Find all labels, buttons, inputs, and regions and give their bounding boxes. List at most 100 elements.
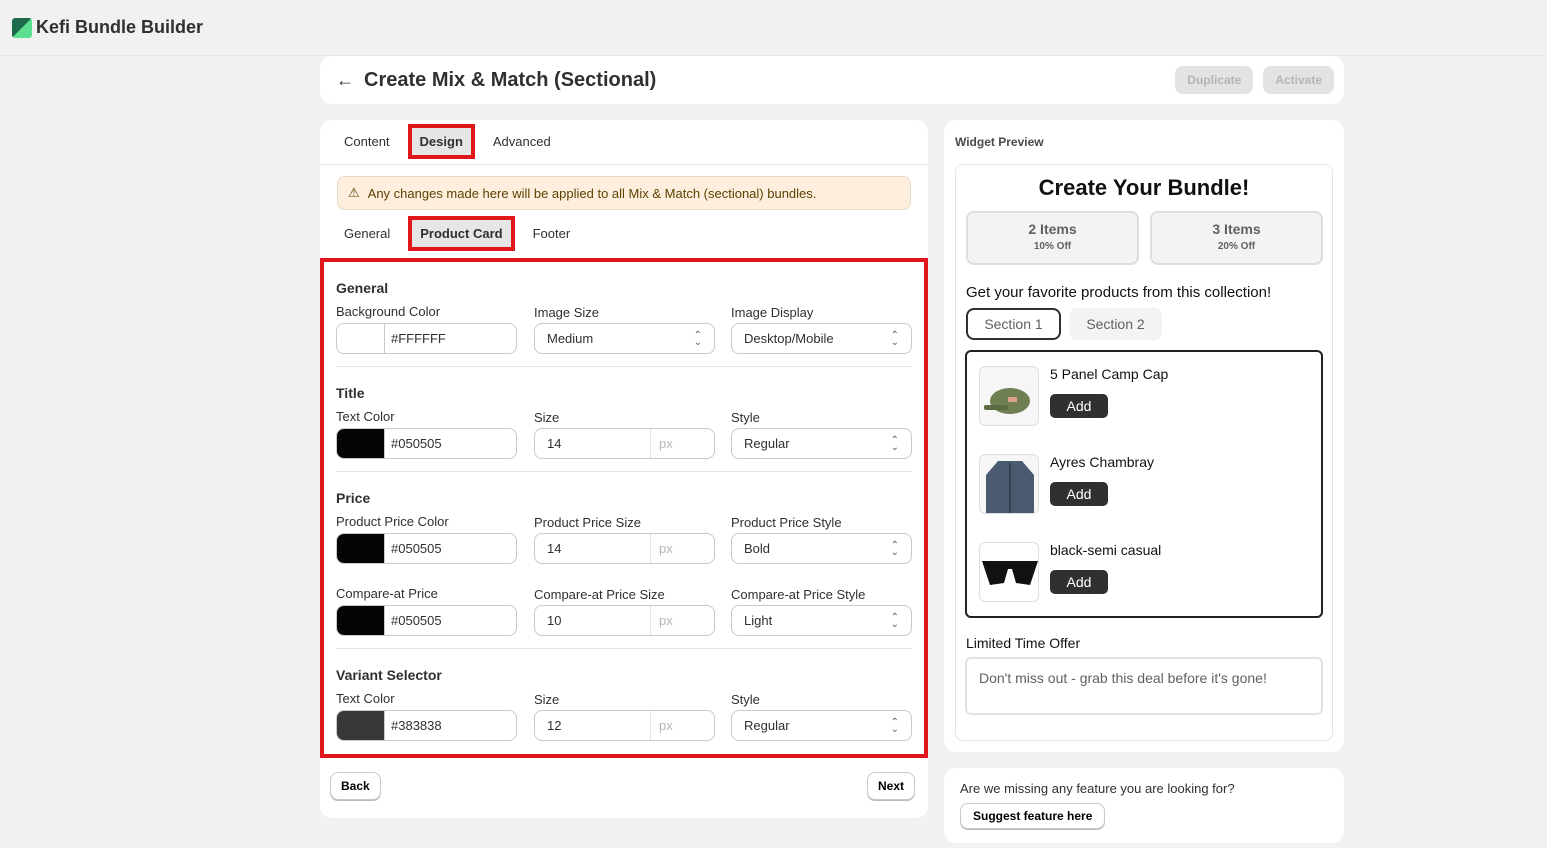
product-item: 5 Panel Camp Cap Add: [979, 366, 1309, 426]
back-button[interactable]: Back: [330, 772, 381, 800]
next-button[interactable]: Next: [867, 772, 916, 800]
product-name: 5 Panel Camp Cap: [1050, 366, 1169, 382]
section-tab-2[interactable]: Section 2: [1069, 308, 1162, 340]
select-chevron-icon: ⌃ ⌄: [890, 329, 899, 348]
color-swatch[interactable]: [337, 606, 385, 635]
title-heading: Title: [336, 385, 365, 401]
app-title: Kefi Bundle Builder: [36, 17, 204, 37]
bg-color-label: Background Color: [336, 304, 441, 319]
suggest-feature-button[interactable]: Suggest feature here: [960, 803, 1106, 829]
activate-button[interactable]: Activate: [1263, 66, 1334, 94]
price-heading: Price: [336, 490, 371, 506]
variant-heading: Variant Selector: [336, 667, 442, 683]
image-display-select[interactable]: Desktop/Mobile ⌃ ⌄: [731, 323, 912, 354]
tab-content[interactable]: Content: [344, 134, 390, 149]
product-item: Ayres Chambray Add: [979, 454, 1309, 514]
price-size-label: Product Price Size: [534, 515, 641, 530]
price-style-label: Product Price Style: [731, 515, 842, 530]
color-swatch[interactable]: [337, 324, 385, 353]
page-title: Create Mix & Match (Sectional): [364, 68, 657, 91]
unit-suffix: px: [650, 711, 714, 740]
compare-color-label: Compare-at Price: [336, 586, 438, 601]
product-card-settings: General Background Color Image Size Imag…: [320, 258, 928, 758]
tier-option[interactable]: 3 Items 20% Off: [1150, 211, 1323, 265]
tier-discount: 20% Off: [1217, 241, 1256, 252]
color-swatch[interactable]: [337, 711, 385, 740]
title-color-input[interactable]: #050505: [336, 428, 517, 459]
size-value: 14: [547, 541, 562, 556]
back-arrow-icon[interactable]: ←: [336, 69, 354, 90]
compare-style-select[interactable]: Light ⌃ ⌄: [731, 605, 912, 636]
compare-size-input[interactable]: 10 px: [534, 605, 715, 636]
select-chevron-icon: ⌃ ⌄: [890, 434, 899, 453]
select-chevron-icon: ⌃ ⌄: [693, 329, 702, 348]
price-color-input[interactable]: #050505: [336, 533, 517, 564]
section-tab-1[interactable]: Section 1: [966, 308, 1061, 340]
feedback-card: Are we missing any feature you are looki…: [944, 768, 1344, 843]
size-value: 12: [547, 718, 562, 733]
tier-items: 2 Items: [1028, 221, 1077, 237]
duplicate-button[interactable]: Duplicate: [1175, 66, 1254, 94]
variant-style-select[interactable]: Regular ⌃ ⌄: [731, 710, 912, 741]
divider: [336, 366, 912, 367]
tab-advanced[interactable]: Advanced: [492, 134, 551, 149]
tab-design[interactable]: Design: [407, 124, 475, 159]
select-chevron-icon: ⌃ ⌄: [890, 716, 899, 735]
add-button[interactable]: Add: [1050, 394, 1108, 418]
select-value: Medium: [547, 331, 594, 346]
select-value: Regular: [744, 436, 790, 451]
product-item: black-semi casual Add: [979, 542, 1309, 602]
subtab-general[interactable]: General: [344, 226, 391, 241]
select-value: Desktop/Mobile: [744, 331, 834, 346]
image-size-label: Image Size: [534, 305, 600, 320]
subtab-footer[interactable]: Footer: [532, 226, 571, 241]
select-value: Light: [744, 613, 773, 628]
settings-panel: Content Design Advanced ⚠ Any changes ma…: [320, 120, 928, 818]
widget-preview-panel: Widget Preview Create Your Bundle! 2 Ite…: [944, 120, 1344, 752]
widget-preview-label: Widget Preview: [955, 135, 1044, 149]
compare-style-label: Compare-at Price Style: [731, 587, 866, 602]
product-image-shirt: [979, 454, 1039, 514]
color-value: #050505: [391, 613, 442, 628]
warning-icon: ⚠: [348, 185, 360, 200]
page-header: ← Create Mix & Match (Sectional) Duplica…: [320, 56, 1344, 104]
tier-discount: 10% Off: [1033, 241, 1072, 252]
price-style-select[interactable]: Bold ⌃ ⌄: [731, 533, 912, 564]
title-style-select[interactable]: Regular ⌃ ⌄: [731, 428, 912, 459]
price-size-input[interactable]: 14 px: [534, 533, 715, 564]
title-style-label: Style: [731, 410, 760, 425]
variant-size-input[interactable]: 12 px: [534, 710, 715, 741]
feedback-question: Are we missing any feature you are looki…: [960, 781, 1235, 796]
tier-items: 3 Items: [1212, 221, 1261, 237]
product-image-sunglasses: [979, 542, 1039, 602]
color-value: #050505: [391, 541, 442, 556]
tier-option[interactable]: 2 Items 10% Off: [966, 211, 1139, 265]
color-value: #FFFFFF: [391, 331, 446, 346]
variant-color-input[interactable]: #383838: [336, 710, 517, 741]
color-swatch[interactable]: [337, 534, 385, 563]
bundle-widget: Create Your Bundle! 2 Items 10% Off 3 Ite…: [955, 164, 1333, 741]
add-button[interactable]: Add: [1050, 482, 1108, 506]
bundle-title: Create Your Bundle!: [1038, 175, 1250, 200]
title-size-input[interactable]: 14 px: [534, 428, 715, 459]
subtab-product-card[interactable]: Product Card: [408, 216, 515, 251]
app-logo-icon: [12, 17, 32, 38]
image-size-select[interactable]: Medium ⌃ ⌄: [534, 323, 715, 354]
unit-suffix: px: [650, 606, 714, 635]
product-name: black-semi casual: [1050, 542, 1162, 558]
color-swatch[interactable]: [337, 429, 385, 458]
size-value: 10: [547, 613, 562, 628]
divider: [320, 164, 928, 165]
variant-style-label: Style: [731, 692, 760, 707]
select-chevron-icon: ⌃ ⌄: [890, 539, 899, 558]
size-value: 14: [547, 436, 562, 451]
compare-color-input[interactable]: #050505: [336, 605, 517, 636]
add-button[interactable]: Add: [1050, 570, 1108, 594]
select-value: Bold: [744, 541, 771, 556]
compare-size-label: Compare-at Price Size: [534, 587, 665, 602]
offer-label: Limited Time Offer: [966, 635, 1081, 651]
warning-text: Any changes made here will be applied to…: [367, 185, 817, 201]
bg-color-input[interactable]: #FFFFFF: [336, 323, 517, 354]
title-color-label: Text Color: [336, 409, 395, 424]
title-size-label: Size: [534, 410, 560, 425]
